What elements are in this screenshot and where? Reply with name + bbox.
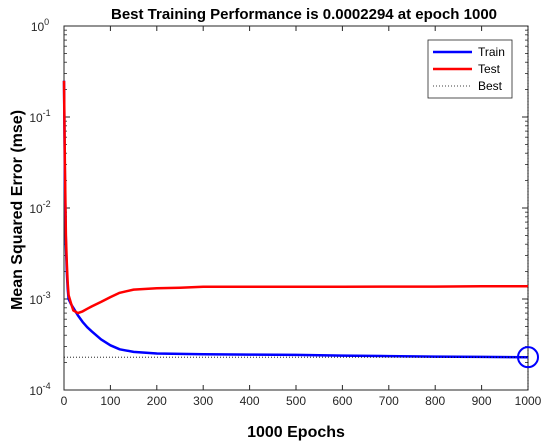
x-tick-label: 0 xyxy=(61,394,68,408)
x-axis-label: 1000 Epochs xyxy=(247,424,345,441)
legend-label-train: Train xyxy=(478,45,505,59)
x-tick-label: 1000 xyxy=(515,394,542,408)
y-tick-label: 10-4 xyxy=(29,381,50,398)
chart-title: Best Training Performance is 0.0002294 a… xyxy=(111,6,497,23)
legend-label-best: Best xyxy=(478,79,503,93)
x-tick-label: 300 xyxy=(193,394,213,408)
y-tick-label: 10-1 xyxy=(29,108,50,125)
x-tick-label: 700 xyxy=(379,394,399,408)
best-epoch-marker xyxy=(517,346,539,369)
test-series-line xyxy=(62,80,528,315)
series-layer xyxy=(62,26,539,390)
y-tick-label: 10-3 xyxy=(29,290,50,307)
legend: Train Test Best xyxy=(427,39,513,99)
y-axis-label: Mean Squared Error (mse) xyxy=(9,110,26,310)
x-tick-label: 200 xyxy=(147,394,167,408)
y-tick-label: 100 xyxy=(31,17,49,34)
legend-label-test: Test xyxy=(478,62,501,76)
x-tick-label: 100 xyxy=(100,394,120,408)
x-tick-label: 600 xyxy=(332,394,352,408)
x-tick-label: 400 xyxy=(240,394,260,408)
y-tick-label: 10-2 xyxy=(29,199,50,216)
x-tick-label: 900 xyxy=(472,394,492,408)
x-tick-label: 500 xyxy=(286,394,306,408)
x-tick-label: 800 xyxy=(425,394,445,408)
